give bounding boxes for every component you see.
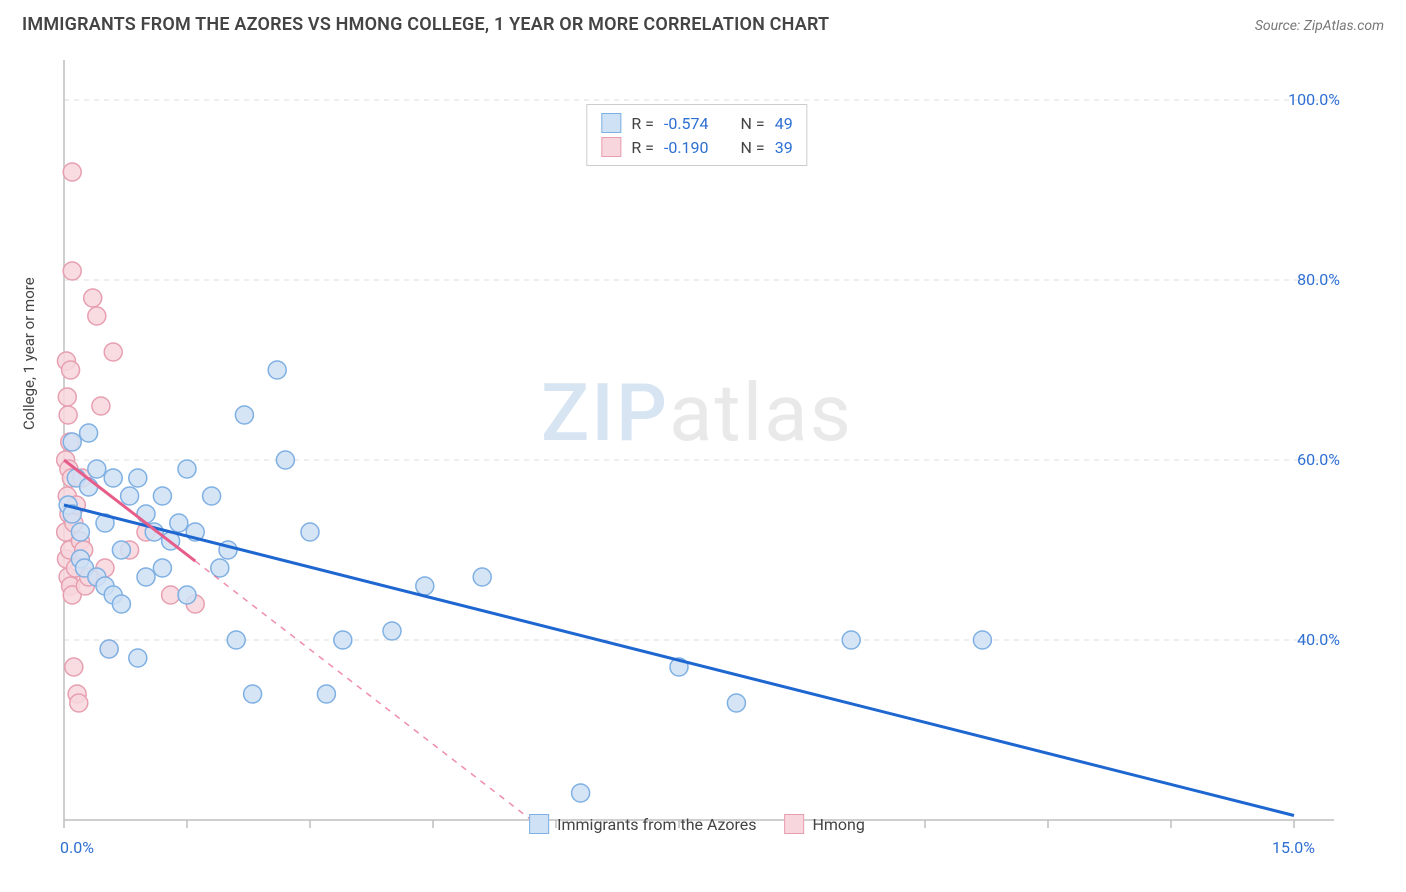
series-swatch-azores: [529, 814, 549, 834]
y-tick-label: 100.0%: [1288, 90, 1340, 109]
x-tick-label: 15.0%: [1272, 838, 1315, 857]
series-legend: Immigrants from the Azores Hmong: [529, 814, 865, 834]
r-value-azores: -0.574: [664, 114, 709, 133]
x-tick-label: 0.0%: [60, 838, 94, 857]
y-tick-label: 40.0%: [1297, 630, 1340, 649]
legend-row-hmong: R = -0.190 N = 39: [601, 135, 792, 159]
source-name: ZipAtlas.com: [1304, 18, 1384, 34]
r-label: R =: [631, 138, 654, 157]
legend-swatch-hmong: [601, 137, 621, 157]
y-axis-label: College, 1 year or more: [20, 277, 38, 430]
n-label: N =: [741, 114, 765, 133]
legend-row-azores: R = -0.574 N = 49: [601, 111, 792, 135]
scatter-chart-svg: [54, 50, 1340, 840]
series-legend-item-hmong: Hmong: [784, 814, 864, 834]
source-label: Source:: [1255, 18, 1304, 34]
plot-area: ZIPatlas R =-0.574N =49R =-0.190N =39 Im…: [54, 50, 1340, 840]
series-legend-item-azores: Immigrants from the Azores: [529, 814, 756, 834]
correlation-legend: R = -0.574 N = 49 R = -0.190 N = 39: [586, 104, 807, 166]
n-value-azores: 49: [775, 114, 793, 133]
n-value-hmong: 39: [775, 138, 793, 157]
series-swatch-hmong: [784, 814, 804, 834]
y-tick-label: 60.0%: [1297, 450, 1340, 469]
n-label: N =: [741, 138, 765, 157]
series-label-hmong: Hmong: [812, 815, 864, 834]
y-tick-label: 80.0%: [1297, 270, 1340, 289]
source-credit: Source: ZipAtlas.com: [1255, 18, 1384, 34]
legend-swatch-azores: [601, 113, 621, 133]
r-label: R =: [631, 114, 654, 133]
chart-title: IMMIGRANTS FROM THE AZORES VS HMONG COLL…: [22, 14, 829, 35]
r-value-hmong: -0.190: [664, 138, 709, 157]
series-label-azores: Immigrants from the Azores: [557, 815, 756, 834]
